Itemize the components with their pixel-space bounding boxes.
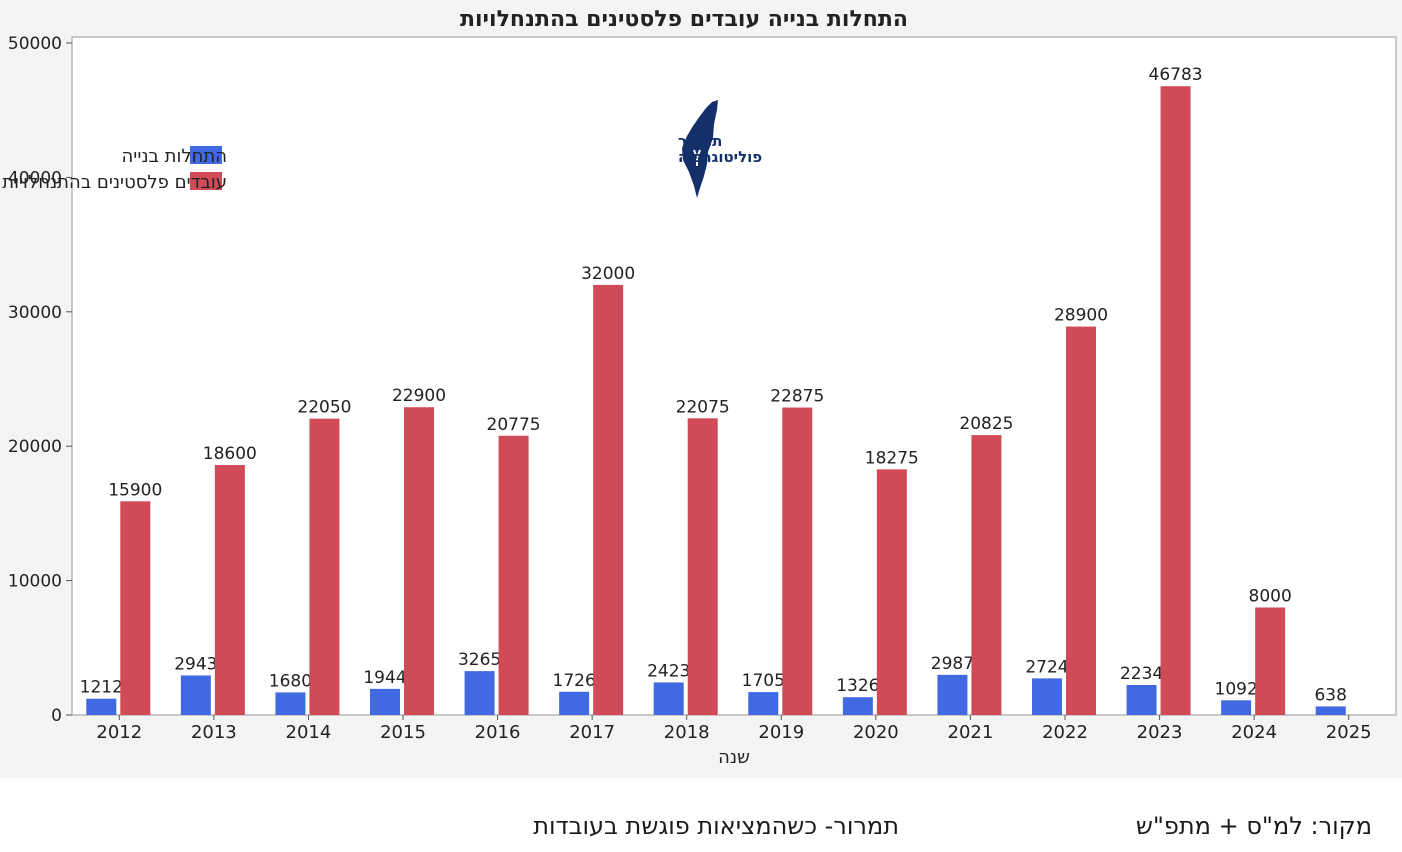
bar-building-starts <box>370 688 400 715</box>
data-label: 2943 <box>174 654 217 674</box>
x-tick-label: 2015 <box>380 722 426 743</box>
bar-palestinian-workers <box>687 418 718 715</box>
data-label: 1092 <box>1215 679 1258 699</box>
data-label: 1705 <box>742 671 785 691</box>
legend-label-palestinian-workers: עובדים פלסטינים בהתנחלויות <box>2 172 227 193</box>
bar-palestinian-workers <box>876 469 907 715</box>
bar-building-starts <box>1126 684 1157 715</box>
data-label: 1944 <box>363 668 406 688</box>
logo-title: תמרור <box>678 132 722 150</box>
data-label: 15900 <box>108 480 162 500</box>
bar-palestinian-workers <box>309 418 340 715</box>
data-label: 2234 <box>1120 664 1163 684</box>
bar-palestinian-workers <box>782 407 813 715</box>
x-tick-label: 2021 <box>948 722 994 743</box>
bar-palestinian-workers <box>498 435 529 715</box>
x-tick-label: 2018 <box>664 722 710 743</box>
bars-group: 1212 15900 2943 18600 1680 22050 1944 22900 3265… <box>80 65 1347 716</box>
y-tick-label: 40000 <box>8 168 62 188</box>
footer-source: מקור: למ"ס + מתפ"ש <box>1135 812 1372 840</box>
data-label: 18600 <box>203 444 257 464</box>
data-label: 22050 <box>297 398 351 418</box>
bar-building-starts <box>180 675 211 715</box>
tamrur-logo: תמרור פוליטוגרפיה <box>678 100 762 198</box>
bar-building-starts <box>937 674 968 715</box>
bar-chart: התחלות בנייה עובדים פלסטינים בהתנחלויות … <box>2 7 1397 768</box>
plot-area <box>71 36 1397 716</box>
bar-palestinian-workers <box>214 465 245 715</box>
y-tick-label: 20000 <box>8 437 62 457</box>
data-label: 20825 <box>959 414 1013 434</box>
data-label: 8000 <box>1249 586 1292 606</box>
legend-swatch-palestinian-workers <box>190 172 222 190</box>
footer-slogan: תמרור- כשהמציאות פוגשת בעובדות <box>533 812 899 840</box>
bar-palestinian-workers <box>120 501 151 715</box>
legend-swatch-building-starts <box>190 146 222 164</box>
x-tick-label: 2016 <box>475 722 521 743</box>
bar-building-starts <box>842 697 873 715</box>
bar-palestinian-workers <box>404 407 434 715</box>
y-axis: 0 10000 20000 30000 40000 50000 <box>8 34 72 726</box>
bar-building-starts <box>464 671 495 715</box>
bar-building-starts <box>748 692 779 715</box>
x-tick-label: 2012 <box>96 722 142 743</box>
data-label: 20775 <box>487 415 541 435</box>
data-label: 1326 <box>836 676 879 696</box>
arrows-icon <box>693 149 701 166</box>
bar-building-starts <box>559 691 590 715</box>
y-tick-label: 30000 <box>8 303 62 323</box>
x-tick-label: 2020 <box>853 722 899 743</box>
x-tick-label: 2013 <box>191 722 237 743</box>
bar-palestinian-workers <box>1160 86 1191 716</box>
legend-label-building-starts: התחלות בנייה <box>122 146 227 167</box>
x-axis-label: שנה <box>718 747 750 768</box>
data-label: 638 <box>1314 685 1346 705</box>
x-tick-label: 2024 <box>1231 722 1277 743</box>
data-label: 3265 <box>458 650 501 670</box>
bar-building-starts <box>1032 678 1062 715</box>
bar-building-starts <box>86 698 117 715</box>
bar-palestinian-workers <box>1066 326 1096 715</box>
x-tick-label: 2023 <box>1137 722 1183 743</box>
data-label: 22900 <box>392 386 446 406</box>
data-label: 1212 <box>80 678 123 698</box>
x-tick-label: 2025 <box>1326 722 1372 743</box>
y-tick-label: 10000 <box>8 572 62 592</box>
legend: התחלות בנייה עובדים פלסטינים בהתנחלויות <box>2 146 227 193</box>
x-axis: 2012 2013 2014 2015 2016 2017 2018 2019 2020 2021… <box>96 715 1372 743</box>
data-label: 1726 <box>553 671 596 691</box>
bar-palestinian-workers <box>1255 607 1286 715</box>
data-label: 46783 <box>1149 65 1203 85</box>
bar-building-starts <box>1221 700 1252 715</box>
data-label: 2423 <box>647 661 690 681</box>
data-label: 2724 <box>1025 657 1068 677</box>
bar-palestinian-workers <box>593 284 624 715</box>
data-label: 22075 <box>676 397 730 417</box>
y-tick-label: 0 <box>51 706 62 726</box>
bar-building-starts <box>275 692 306 715</box>
chart-panel: התחלות בנייה עובדים פלסטינים בהתנחלויות … <box>0 0 1402 778</box>
y-tick-label: 50000 <box>8 34 62 54</box>
x-tick-label: 2014 <box>286 722 332 743</box>
data-label: 28900 <box>1054 306 1108 326</box>
data-label: 2987 <box>931 654 974 674</box>
data-label: 32000 <box>581 264 635 284</box>
data-label: 1680 <box>269 671 312 691</box>
x-tick-label: 2019 <box>758 722 804 743</box>
logo-subtitle: פוליטוגרפיה <box>678 148 762 166</box>
x-tick-label: 2017 <box>569 722 615 743</box>
bar-palestinian-workers <box>971 435 1002 715</box>
bar-building-starts <box>1315 706 1346 715</box>
israel-map-icon <box>682 100 718 198</box>
bar-building-starts <box>653 682 684 715</box>
data-label: 18275 <box>865 448 919 468</box>
data-label: 22875 <box>770 387 824 407</box>
x-tick-label: 2022 <box>1042 722 1088 743</box>
chart-title: התחלות בנייה עובדים פלסטינים בהתנחלויות <box>460 7 908 32</box>
